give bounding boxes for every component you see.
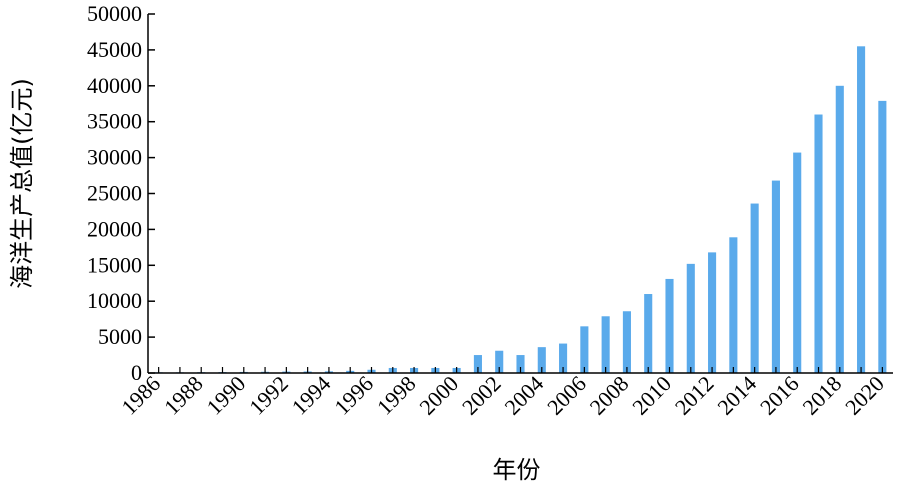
y-tick-label: 10000 (87, 288, 142, 313)
x-tick-label: 1996 (329, 371, 378, 420)
bars-group (154, 46, 887, 374)
x-tick-label: 2014 (712, 371, 761, 420)
x-tick-label: 1998 (372, 371, 421, 420)
bar-2002 (495, 350, 504, 373)
bar-2017 (814, 114, 823, 374)
x-tick-label: 1992 (244, 371, 293, 420)
x-tick-label: 1988 (159, 371, 208, 420)
bar-2006 (580, 326, 589, 373)
x-tick-label: 2010 (627, 371, 676, 420)
x-tick-label: 2004 (500, 371, 549, 420)
y-tick-label: 30000 (87, 145, 142, 170)
bar-2010 (665, 278, 674, 373)
x-tick-label: 1986 (116, 371, 165, 420)
y-tick-label: 20000 (87, 216, 142, 241)
x-tick-label: 2012 (670, 371, 719, 420)
y-tick-label: 45000 (87, 37, 142, 62)
x-tick-label: 2002 (457, 371, 506, 420)
y-tick-label: 15000 (87, 252, 142, 277)
x-tick-label: 2006 (542, 371, 591, 420)
x-tick-label: 2020 (840, 371, 889, 420)
bar-2003 (516, 355, 525, 373)
bar-2019 (857, 46, 866, 374)
y-ticks-group: 0 5000 10000 15000 20000 25000 30000 35000 40000… (87, 1, 155, 385)
x-tick-label: 1994 (287, 371, 336, 420)
bar-2007 (601, 316, 610, 373)
y-tick-label: 50000 (87, 1, 142, 26)
bar-2005 (559, 343, 568, 373)
x-tick-label: 2018 (798, 371, 847, 420)
bar-2014 (750, 203, 759, 373)
x-tick-label: 2016 (755, 371, 804, 420)
bar-2020 (878, 100, 887, 373)
y-tick-label: 5000 (98, 324, 142, 349)
x-tick-label: 2008 (585, 371, 634, 420)
x-axis-title: 年份 (493, 456, 541, 484)
bar-2013 (729, 237, 738, 373)
y-tick-label: 0 (131, 360, 142, 385)
bar-2016 (793, 152, 802, 373)
bar-2012 (708, 252, 717, 373)
y-axis-title: 海洋生产总值(亿元) (8, 78, 36, 289)
x-tick-label: 1990 (202, 371, 251, 420)
y-tick-label: 35000 (87, 109, 142, 134)
bar-2004 (537, 347, 546, 373)
bar-2015 (771, 180, 780, 373)
y-tick-label: 40000 (87, 73, 142, 98)
x-ticks-group: 1986198819901992199419961998200020022004… (116, 367, 889, 420)
bar-2008 (622, 311, 631, 373)
x-tick-label: 2000 (414, 371, 463, 420)
y-tick-label: 25000 (87, 181, 142, 206)
bar-2018 (835, 85, 844, 374)
bar-2011 (686, 263, 695, 373)
bar-2001 (473, 355, 482, 373)
bar-2009 (644, 294, 653, 373)
